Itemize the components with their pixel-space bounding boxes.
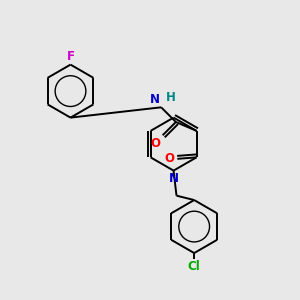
Text: H: H (166, 92, 176, 104)
Text: O: O (150, 137, 160, 150)
Text: Cl: Cl (188, 260, 200, 273)
Text: N: N (169, 172, 178, 185)
Text: N: N (150, 93, 160, 106)
Text: F: F (67, 50, 74, 62)
Text: O: O (164, 152, 174, 165)
